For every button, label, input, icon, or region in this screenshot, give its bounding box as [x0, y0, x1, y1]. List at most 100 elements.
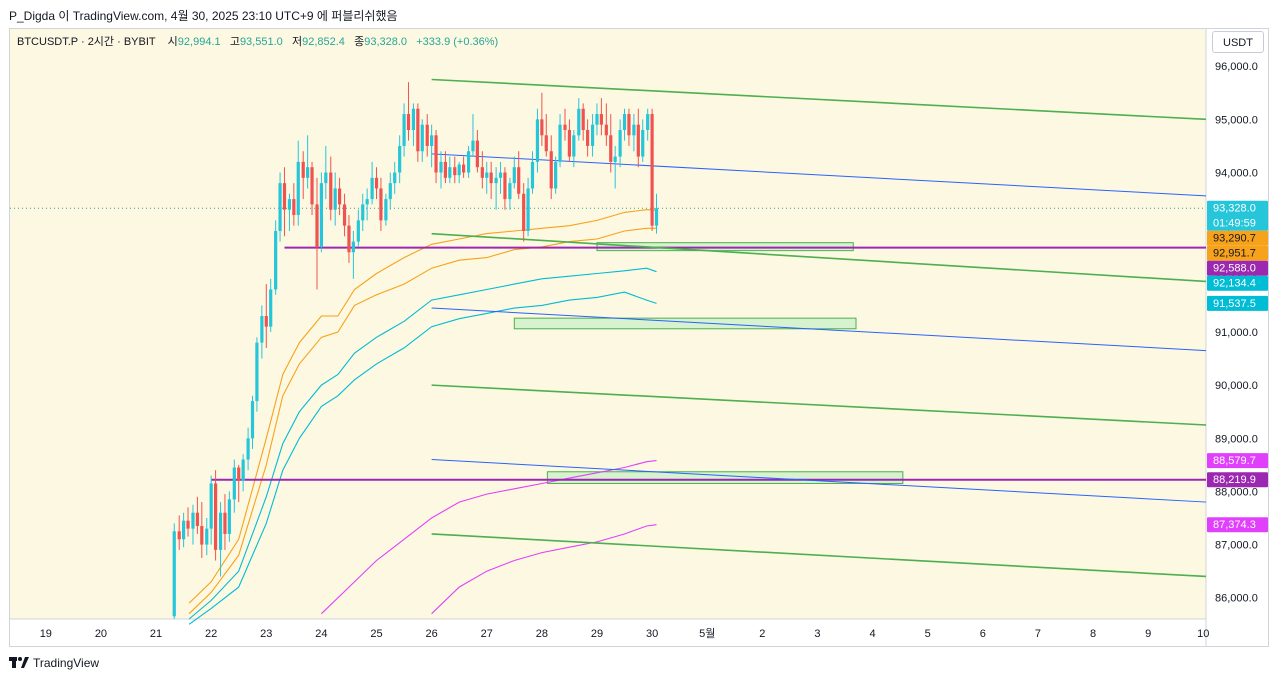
- candle-body: [577, 108, 581, 136]
- candle: [319, 172, 324, 253]
- candle: [241, 454, 245, 492]
- candle-body: [425, 124, 429, 146]
- price-tag-box: [1207, 200, 1268, 231]
- low-label: 저: [291, 36, 303, 48]
- candle-body: [379, 188, 383, 221]
- currency-button[interactable]: USDT: [1212, 31, 1264, 53]
- candle: [337, 177, 342, 216]
- candle-body: [512, 167, 516, 184]
- candle: [227, 491, 231, 542]
- candle-body: [590, 124, 595, 146]
- candle: [554, 156, 558, 194]
- trend-line: [431, 307, 1207, 352]
- price-tag: 88,579.7: [1207, 453, 1268, 469]
- candle-body: [172, 531, 176, 617]
- price-tag-label: 92,134.4: [1213, 278, 1256, 290]
- candle: [489, 161, 493, 200]
- candle: [425, 114, 429, 157]
- candle-body: [609, 135, 613, 162]
- price-tag-label: 93,328.0: [1213, 203, 1256, 215]
- x-tick-label: 5: [925, 628, 931, 640]
- zone-box: [513, 317, 857, 330]
- price-tag: 88,219.9: [1207, 472, 1268, 488]
- footer-brand-label: TradingView: [33, 655, 100, 670]
- candle-body: [540, 119, 544, 136]
- candle: [310, 161, 314, 216]
- y-tick-label: 94,000.0: [1215, 168, 1258, 180]
- candle: [232, 459, 236, 513]
- candle: [646, 108, 650, 141]
- candle-body: [604, 124, 608, 136]
- channel-line: [431, 384, 1207, 426]
- x-tick-label: 8: [1090, 628, 1096, 640]
- candle-body: [636, 124, 640, 157]
- candle: [287, 193, 292, 231]
- candle: [347, 215, 351, 263]
- candle-body: [430, 135, 434, 146]
- low-value: 92,852.4: [302, 36, 345, 48]
- candle-body: [517, 167, 521, 194]
- candle: [540, 92, 544, 146]
- price-tag-label: 88,579.7: [1213, 455, 1256, 467]
- candle: [420, 119, 424, 162]
- candle-body: [581, 108, 585, 130]
- candle-body: [572, 135, 576, 157]
- high-label: 고: [229, 36, 240, 48]
- candle: [398, 135, 402, 184]
- symbol-label[interactable]: BTCUSDT.P · 2시간 · BYBIT: [17, 36, 156, 48]
- candle-body: [398, 145, 402, 173]
- x-tick-label: 20: [95, 628, 107, 640]
- candle: [572, 129, 576, 168]
- x-tick-label: 28: [536, 628, 548, 640]
- price-tag-box: [1207, 472, 1268, 488]
- price-tag-label: 91,537.5: [1213, 298, 1256, 310]
- candle: [255, 337, 259, 412]
- candle-body: [315, 204, 319, 247]
- candle-body: [420, 124, 424, 152]
- channel-line: [431, 232, 1207, 283]
- candle: [264, 284, 268, 348]
- candle-body: [274, 230, 278, 290]
- candle-body: [443, 161, 448, 178]
- price-scale-background: [1206, 29, 1268, 646]
- candle: [609, 114, 613, 173]
- candle-body: [494, 177, 498, 184]
- candle-body: [567, 129, 572, 157]
- candle-body: [439, 161, 443, 173]
- candle-body: [329, 172, 333, 210]
- price-tag-box: [1207, 295, 1268, 311]
- y-tick-label: 89,000.0: [1215, 433, 1258, 445]
- candle-body: [200, 525, 204, 545]
- candle-body: [370, 177, 374, 200]
- candle-body: [411, 108, 416, 130]
- candle: [577, 98, 581, 141]
- candle: [209, 475, 213, 545]
- candle-body: [255, 342, 259, 402]
- price-tag: 93,328.0 01:49:59: [1207, 200, 1268, 231]
- chart-area[interactable]: 86,000.0 87,000.0 88,000.0 89,000.0 90,000.0…: [9, 28, 1269, 647]
- candle-body: [654, 208, 659, 226]
- candle-body: [227, 499, 231, 534]
- footer-brand[interactable]: TradingView: [9, 655, 99, 673]
- candle: [618, 119, 622, 168]
- price-chart[interactable]: 86,000.0 87,000.0 88,000.0 89,000.0 90,000.0…: [10, 29, 1269, 647]
- x-tick-label: 30: [646, 628, 658, 640]
- y-tick-label: 95,000.0: [1215, 114, 1258, 126]
- candle-body: [361, 204, 365, 221]
- candle-body: [641, 129, 645, 157]
- candle-body: [209, 483, 213, 529]
- candle-body: [296, 161, 300, 216]
- candle: [604, 103, 608, 146]
- candle-body: [384, 199, 388, 221]
- x-tick-label: 24: [315, 628, 327, 640]
- candle-body: [563, 124, 567, 130]
- candle-body: [599, 114, 603, 125]
- candle-body: [434, 135, 438, 173]
- candle-body: [416, 108, 420, 152]
- change-value: +333.9 (+0.36%): [416, 36, 499, 48]
- candle: [374, 167, 379, 200]
- candle: [517, 151, 521, 200]
- candle-body: [595, 114, 599, 125]
- publish-credit: P_Digda 이 TradingView.com, 4월 30, 2025 2…: [9, 9, 398, 23]
- candle: [526, 177, 530, 237]
